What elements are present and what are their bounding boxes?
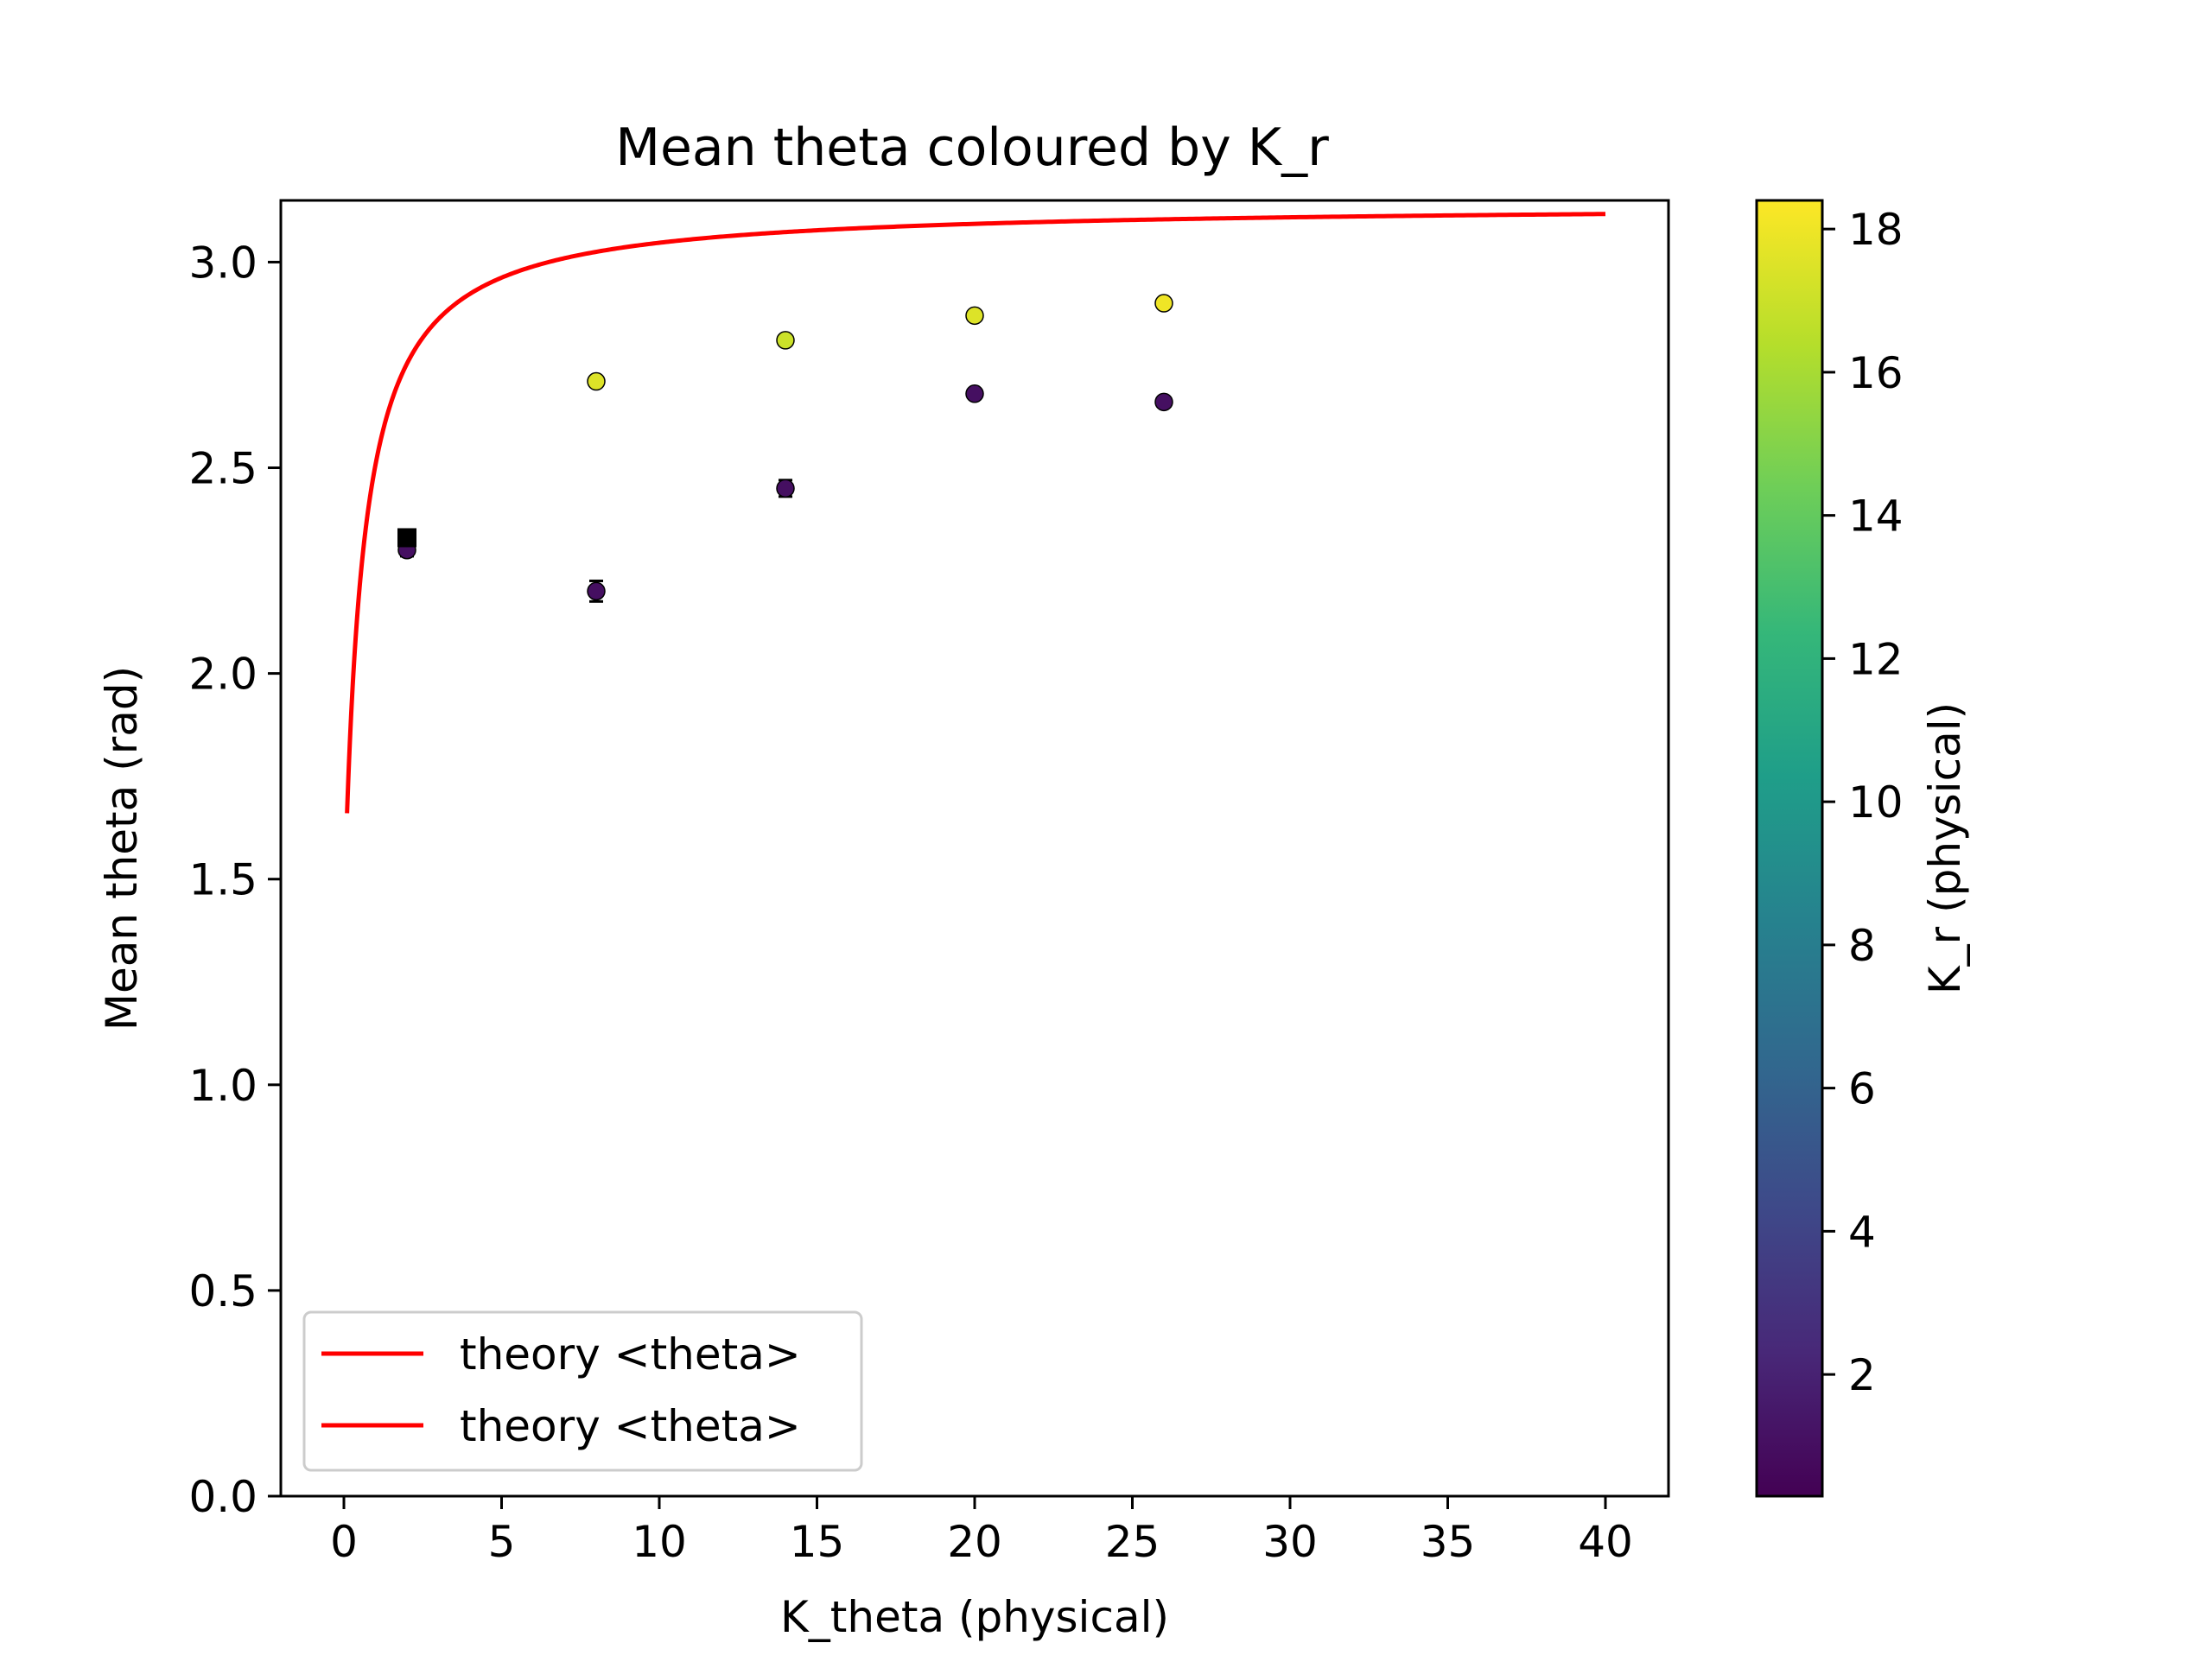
axes-frame <box>279 199 1670 1498</box>
legend: theory <theta> theory <theta> <box>302 1310 863 1472</box>
data-point <box>1154 294 1173 313</box>
colorbar-tick-label: 16 <box>1848 348 1904 398</box>
colorbar-tick-label: 2 <box>1848 1350 1876 1400</box>
colorbar-ticks: 2 4 6 8 10 12 14 16 18 <box>1822 205 1904 1400</box>
colorbar-tick-label: 18 <box>1848 205 1904 255</box>
data-point <box>965 306 984 326</box>
y-tick-label: 0.5 <box>188 1266 257 1316</box>
colorbar-tick-label: 12 <box>1848 634 1904 684</box>
legend-entry-label: theory <theta> <box>460 1401 801 1451</box>
y-tick-label: 3.0 <box>188 238 257 288</box>
data-point <box>1154 392 1173 412</box>
x-axis-ticks: 0 5 10 15 20 25 30 35 40 <box>330 1496 1633 1567</box>
data-point-square <box>397 528 416 548</box>
x-tick-label: 0 <box>330 1517 358 1567</box>
colorbar-gradient <box>1755 199 1824 1498</box>
x-tick-label: 15 <box>790 1517 845 1567</box>
legend-box <box>302 1310 863 1472</box>
data-point <box>587 581 606 601</box>
colorbar-tick-label: 10 <box>1848 777 1904 828</box>
chart-title: Mean theta coloured by K_r <box>615 117 1329 178</box>
x-tick-label: 20 <box>947 1517 1002 1567</box>
y-tick-label: 1.0 <box>188 1061 257 1111</box>
x-axis-label: K_theta (physical) <box>780 1592 1169 1642</box>
data-points <box>397 294 1173 603</box>
colorbar-tick-label: 4 <box>1848 1207 1876 1257</box>
data-point <box>587 371 606 391</box>
y-tick-label: 0.0 <box>188 1472 257 1522</box>
y-tick-label: 2.0 <box>188 650 257 700</box>
data-point <box>965 384 984 403</box>
x-tick-label: 40 <box>1578 1517 1633 1567</box>
colorbar: 2 4 6 8 10 12 14 16 18 K_r (physical) <box>1755 199 1970 1498</box>
data-point <box>776 331 795 350</box>
colorbar-tick-label: 8 <box>1848 921 1876 971</box>
x-tick-label: 30 <box>1262 1517 1318 1567</box>
legend-entry-label: theory <theta> <box>460 1329 801 1380</box>
x-tick-label: 25 <box>1105 1517 1160 1567</box>
x-tick-label: 5 <box>488 1517 516 1567</box>
theory-curve-line <box>345 212 1606 814</box>
y-axis-ticks: 0.0 0.5 1.0 1.5 2.0 2.5 3.0 <box>188 238 281 1522</box>
x-tick-label: 10 <box>632 1517 687 1567</box>
colorbar-label: K_r (physical) <box>1920 702 1970 994</box>
y-tick-label: 1.5 <box>188 855 257 905</box>
y-tick-label: 2.5 <box>188 444 257 494</box>
x-tick-label: 35 <box>1421 1517 1476 1567</box>
y-axis-label: Mean theta (rad) <box>97 666 147 1031</box>
colorbar-tick-label: 14 <box>1848 492 1904 542</box>
data-point <box>776 479 795 498</box>
colorbar-tick-label: 6 <box>1848 1064 1876 1114</box>
plot-area: 0 5 10 15 20 25 30 35 40 0.0 0.5 1.0 1.5 2.0 2.5 3.0 t… <box>188 199 1670 1567</box>
